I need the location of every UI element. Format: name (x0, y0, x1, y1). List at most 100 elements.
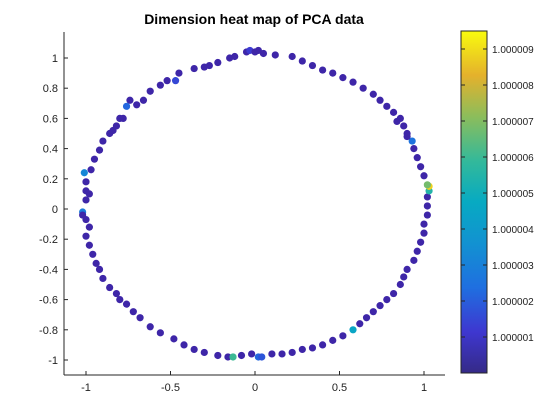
scatter-point (278, 350, 286, 358)
scatter-point (85, 190, 93, 198)
scatter-point (413, 247, 421, 255)
scatter-point (393, 117, 401, 126)
scatter-point (237, 351, 246, 360)
colorbar-tick-label: 1.000006 (492, 153, 534, 164)
x-tick-label: -0.5 (161, 382, 180, 394)
scatter-point (258, 353, 266, 361)
scatter-point (319, 341, 327, 349)
scatter-point (116, 296, 124, 304)
x-tick-label: 1 (421, 382, 427, 394)
scatter-point (389, 289, 398, 298)
scatter-point (146, 323, 154, 331)
scatter-point (396, 280, 404, 289)
y-tick-label: -0.6 (39, 295, 58, 307)
y-tick-label: 0.6 (43, 113, 58, 125)
scatter-point (82, 178, 90, 186)
scatter-point (308, 61, 317, 70)
scatter-points (79, 46, 433, 361)
y-tick-label: 0.4 (43, 144, 58, 156)
scatter-point (226, 54, 234, 62)
scatter-point (112, 289, 121, 298)
colorbar-tick-label: 1.000005 (492, 189, 534, 200)
scatter-point (180, 341, 188, 349)
scatter-point (298, 345, 306, 354)
colorbar-tick-label: 1.000007 (492, 117, 534, 128)
scatter-point (288, 348, 296, 357)
scatter-point (95, 146, 104, 154)
scatter-point (349, 78, 357, 86)
scatter-point (190, 345, 198, 354)
colorbar-tick-label: 1.000001 (492, 333, 534, 344)
scatter-point (156, 81, 164, 89)
scatter-point (268, 350, 276, 358)
scatter-point (95, 265, 104, 273)
scatter-point (369, 308, 377, 316)
scatter-point (122, 300, 131, 308)
scatter-point (329, 69, 337, 77)
scatter-point (308, 344, 317, 352)
scatter-point (413, 154, 421, 162)
x-tick-label: -1 (81, 382, 91, 394)
scatter-point (400, 122, 408, 130)
scatter-point (376, 302, 384, 310)
scatter-point (139, 96, 148, 104)
scatter-point (170, 335, 178, 343)
scatter-point (175, 69, 183, 77)
scatter-point (80, 169, 88, 177)
scatter-point (288, 52, 296, 61)
scatter-point (163, 77, 171, 85)
scatter-point (389, 108, 398, 116)
scatter-point (82, 196, 90, 204)
scatter-point (271, 51, 279, 59)
scatter-point (200, 348, 208, 357)
scatter-point (89, 250, 97, 258)
scatter-point (82, 232, 90, 240)
x-ticks: -1 -0.5 0 0.5 1 (81, 371, 427, 394)
scatter-point (85, 241, 93, 249)
scatter-point (133, 101, 141, 109)
y-tick-label: 0.8 (43, 83, 58, 95)
scatter-point (171, 77, 180, 85)
colorbar-tick-label: 1.000009 (492, 45, 534, 56)
scatter-point (82, 215, 90, 224)
scatter-point (90, 155, 99, 163)
scatter-point (410, 145, 418, 153)
scatter-point (383, 296, 391, 304)
scatter-point (417, 163, 425, 171)
scatter-point (99, 274, 107, 283)
scatter-point (87, 166, 95, 174)
scatter-point (126, 96, 134, 104)
scatter-point (129, 308, 137, 316)
scatter-point (423, 193, 431, 201)
scatter-point (190, 64, 198, 73)
scatter-point (214, 58, 222, 67)
scatter-point (99, 137, 107, 145)
scatter-point (248, 350, 256, 358)
y-tick-label: 1 (52, 53, 58, 65)
scatter-point (92, 259, 100, 267)
scatter-point (259, 49, 268, 58)
y-tick-label: -0.2 (39, 234, 58, 246)
colorbar-gradient (460, 30, 488, 374)
scatter-point (298, 57, 306, 65)
scatter-point (349, 326, 357, 334)
scatter-point (224, 353, 232, 361)
scatter-point (423, 202, 431, 210)
scatter-point (106, 283, 114, 292)
scatter-point (136, 314, 144, 322)
scatter-point (403, 132, 411, 141)
scatter-point (146, 87, 154, 95)
scatter-point (369, 90, 377, 98)
scatter-point (339, 332, 347, 340)
scatter-point (229, 353, 237, 361)
scatter-point (410, 256, 418, 264)
colorbar-tick-label: 1.000008 (492, 81, 534, 92)
scatter-point (423, 211, 431, 219)
colorbar-ticks: 1.000001 1.000002 1.000003 1.000004 1.000005… (461, 45, 534, 344)
colorbar-tick-label: 1.000004 (492, 225, 534, 236)
scatter-point (319, 66, 327, 74)
scatter-point (156, 329, 164, 337)
plot-area (63, 32, 445, 376)
scatter-point (85, 223, 93, 231)
scatter-point (420, 229, 428, 237)
